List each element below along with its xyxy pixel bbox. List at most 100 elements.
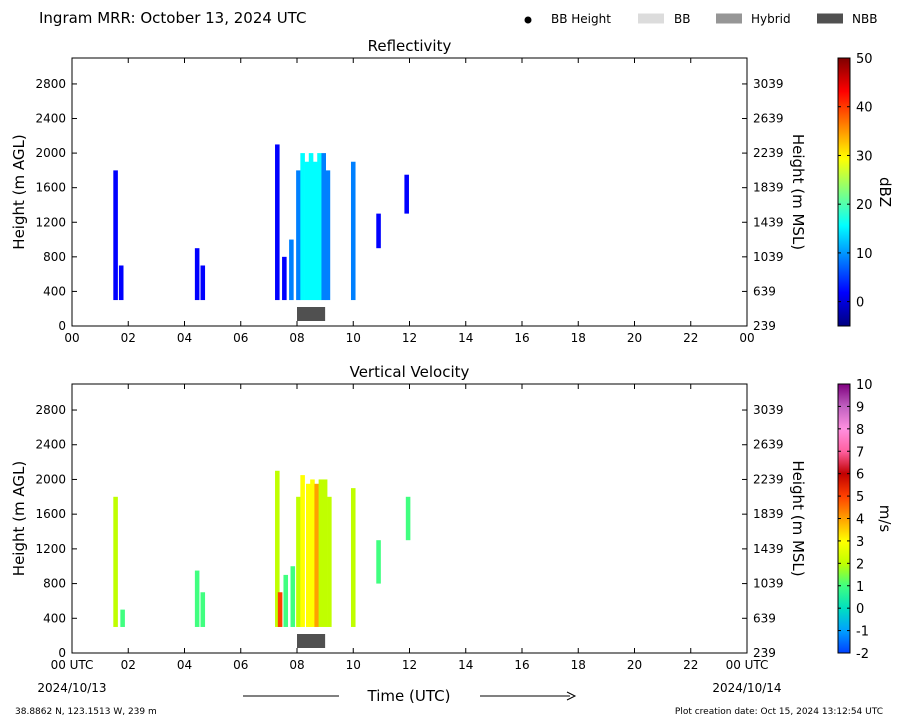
x-tick-label: 22: [683, 658, 698, 672]
echo-column: [317, 153, 322, 301]
x-tick-label: 18: [571, 658, 586, 672]
y-right-tick-label: 3039: [753, 77, 784, 91]
echo-column: [296, 496, 301, 627]
colorbar: [837, 57, 851, 327]
legend-label-hybrid: Hybrid: [751, 12, 791, 26]
echo-column: [275, 470, 280, 627]
legend-label-bb-height: BB Height: [551, 12, 611, 26]
colorbar-tick-label: 3: [856, 535, 864, 550]
echo-column: [310, 479, 315, 627]
echo-column: [289, 239, 294, 301]
y-right-tick-label: 239: [753, 319, 776, 333]
end-date-label: 2024/10/14: [712, 681, 781, 695]
echo-column: [350, 488, 356, 627]
colorbar-tick-label: 6: [856, 468, 864, 483]
colorbar-tick-label: 8: [856, 423, 864, 438]
echo-column: [296, 170, 301, 301]
x-tick-label: 18: [571, 331, 586, 345]
colorbar-tick-label: 50: [856, 52, 873, 67]
bb-flag-nbb: [297, 634, 326, 648]
echo-column: [318, 479, 324, 627]
x-tick-label: 10: [346, 331, 361, 345]
x-tick-label: 02: [121, 658, 136, 672]
echo-column: [350, 161, 356, 301]
echo-column: [120, 609, 125, 627]
y-right-tick-label: 1439: [753, 215, 784, 229]
y-tick-label: 800: [43, 577, 66, 591]
echo-column: [314, 483, 319, 627]
y-right-tick-label: 1839: [753, 507, 784, 521]
creation-date-label: Plot creation date: Oct 15, 2024 13:12:5…: [675, 707, 883, 717]
plot-area: [72, 58, 747, 326]
y-right-tick-label: 639: [753, 611, 776, 625]
colorbar-tick-label: 1: [856, 580, 864, 595]
figure-title: Ingram MRR: October 13, 2024 UTC: [39, 9, 306, 27]
x-tick-label: 06: [233, 331, 248, 345]
colorbar-tick-label: 10: [856, 247, 873, 262]
colorbar-tick-label: -2: [856, 647, 869, 662]
y-axis-label: Height (m AGL): [10, 461, 28, 576]
y-right-tick-label: 239: [753, 646, 776, 660]
start-date-label: 2024/10/13: [37, 681, 106, 695]
echo-column: [308, 153, 314, 301]
y-right-tick-label: 2639: [753, 112, 784, 126]
echo-column: [376, 213, 381, 249]
echo-column: [113, 496, 118, 627]
y-tick-label: 2400: [35, 112, 66, 126]
echo-column: [275, 144, 280, 301]
echo-column: [404, 174, 409, 214]
y-right-tick-label: 2639: [753, 438, 784, 452]
x-tick-label: 22: [683, 331, 698, 345]
y-tick-label: 2400: [35, 438, 66, 452]
colorbar-tick-label: 7: [856, 445, 864, 460]
location-label: 38.8862 N, 123.1513 W, 239 m: [15, 707, 157, 717]
x-tick-label: 20: [627, 331, 642, 345]
x-tick-label: 04: [177, 658, 192, 672]
colorbar-tick-label: -1: [856, 625, 869, 640]
time-arrow-head: [566, 691, 577, 701]
header-legend: BB Height BB Hybrid NBB: [524, 12, 877, 26]
echo-column: [118, 265, 124, 301]
colorbar-tick-label: 20: [856, 198, 873, 213]
x-tick-label: 16: [514, 331, 529, 345]
y-right-tick-label: 639: [753, 284, 776, 298]
colorbar-tick-label: 9: [856, 400, 864, 415]
colorbar-tick-label: 0: [856, 602, 864, 617]
y-tick-label: 1600: [35, 507, 66, 521]
legend-marker-bb-height: [524, 16, 532, 24]
y-tick-label: 400: [43, 284, 66, 298]
y-tick-label: 400: [43, 611, 66, 625]
x-tick-label: 12: [402, 331, 417, 345]
legend-swatch-bb: [638, 13, 664, 24]
echo-column: [277, 592, 283, 627]
y-tick-label: 2000: [35, 472, 66, 486]
x-tick-label: 00: [64, 331, 79, 345]
colorbar-label: m/s: [876, 505, 894, 533]
x-tick-label: 10: [346, 658, 361, 672]
colorbar-label: dBZ: [876, 177, 894, 207]
y-tick-label: 2000: [35, 146, 66, 160]
echo-column: [282, 256, 287, 301]
legend-label-bb: BB: [674, 12, 690, 26]
x-tick-label: 00 UTC: [726, 658, 769, 672]
y-tick-label: 0: [58, 646, 66, 660]
echo-column: [321, 153, 326, 301]
y-tick-label: 1200: [35, 542, 66, 556]
echo-column: [376, 540, 381, 584]
y-right-tick-label: 2239: [753, 472, 784, 486]
echo-column: [283, 574, 289, 627]
y-right-tick-label: 1839: [753, 181, 784, 195]
y-right-tick-label: 2239: [753, 146, 784, 160]
echo-column: [194, 570, 200, 627]
echo-column: [327, 496, 332, 627]
x-tick-label: 12: [402, 658, 417, 672]
y-tick-label: 1200: [35, 215, 66, 229]
bb-flag-nbb: [297, 307, 326, 321]
colorbar-tick-label: 2: [856, 557, 864, 572]
y-axis-label-right: Height (m MSL): [789, 134, 807, 250]
x-tick-label: 00 UTC: [51, 658, 94, 672]
legend-swatch-hybrid: [716, 13, 742, 24]
x-tick-label: 06: [233, 658, 248, 672]
y-right-tick-label: 3039: [753, 403, 784, 417]
